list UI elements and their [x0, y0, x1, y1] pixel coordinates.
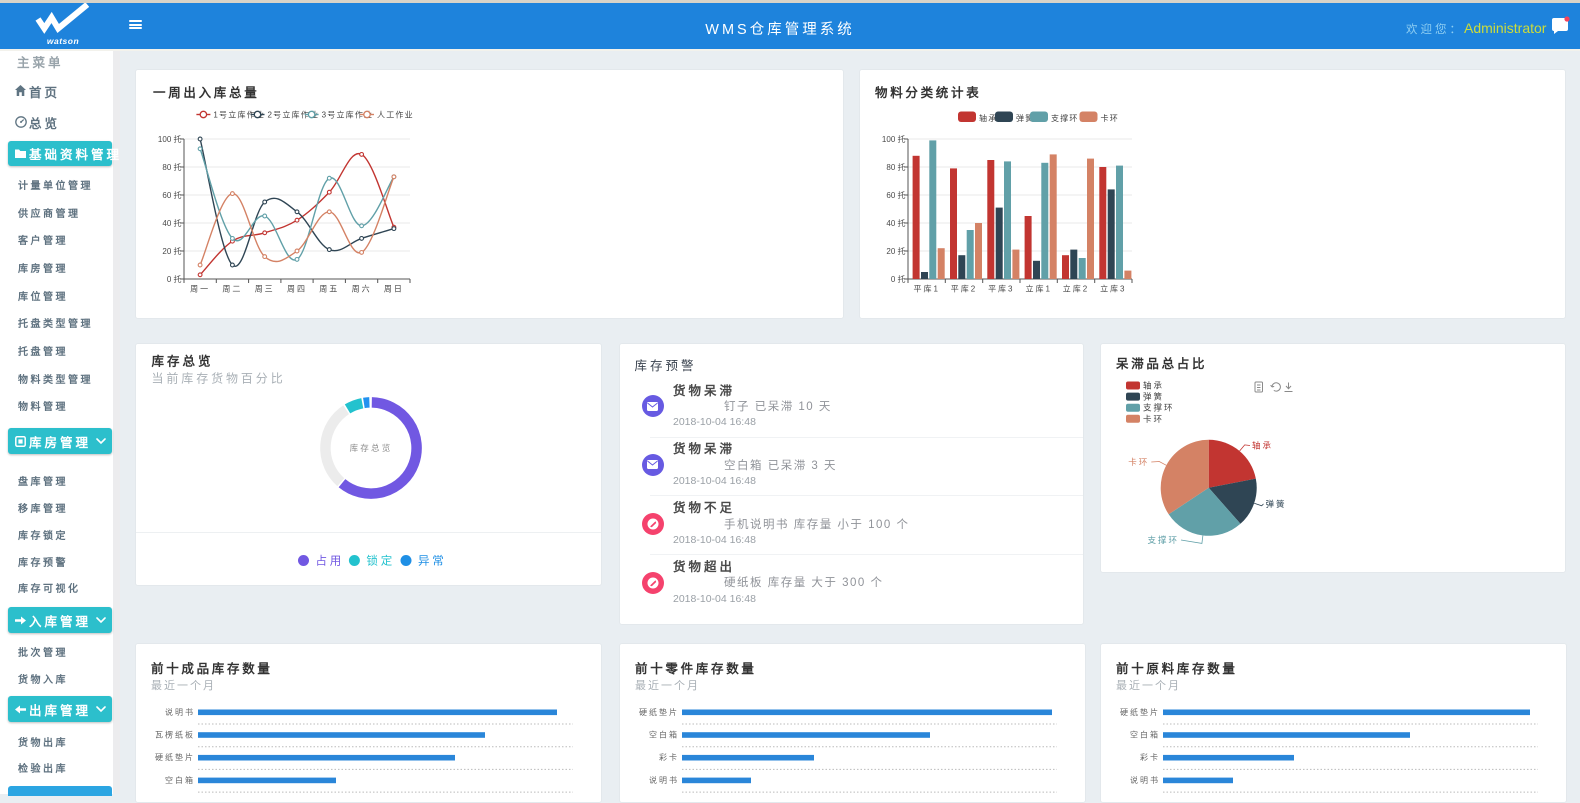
svg-text:异常: 异常	[418, 555, 447, 568]
svg-text:2号立库作业: 2号立库作业	[268, 110, 320, 120]
svg-text:80 托: 80 托	[162, 162, 181, 172]
svg-text:轴承: 轴承	[979, 113, 997, 123]
svg-text:周二: 周二	[222, 285, 242, 294]
svg-text:卡环: 卡环	[1143, 414, 1164, 424]
svg-text:库存总览: 库存总览	[350, 443, 393, 453]
svg-text:支撑环: 支撑环	[1051, 113, 1079, 123]
svg-text:人工作业: 人工作业	[377, 110, 414, 120]
svg-text:前十成品库存数量: 前十成品库存数量	[151, 661, 273, 676]
svg-text:20 托: 20 托	[886, 246, 905, 256]
svg-text:平库1: 平库1	[913, 284, 939, 294]
svg-text:0 托: 0 托	[891, 274, 906, 284]
svg-text:彩卡: 彩卡	[659, 752, 679, 762]
svg-text:前十零件库存数量: 前十零件库存数量	[635, 661, 757, 676]
svg-text:平库3: 平库3	[988, 284, 1014, 294]
svg-text:周五: 周五	[319, 285, 339, 294]
svg-text:卡环: 卡环	[1128, 457, 1149, 467]
svg-text:轴承: 轴承	[1143, 381, 1164, 391]
svg-text:60 托: 60 托	[162, 190, 181, 200]
svg-text:支撑环: 支撑环	[1143, 403, 1175, 413]
svg-text:硬纸垫片: 硬纸垫片	[639, 707, 679, 717]
svg-text:占用: 占用	[316, 554, 345, 568]
svg-text:最近一个月: 最近一个月	[635, 679, 700, 692]
svg-text:周六: 周六	[352, 284, 372, 294]
svg-text:瓦楞纸板: 瓦楞纸板	[155, 730, 195, 740]
svg-text:watson: watson	[47, 36, 79, 46]
svg-text:说明书: 说明书	[1130, 775, 1160, 785]
svg-text:卡环: 卡环	[1101, 113, 1119, 123]
svg-text:呆滞品总占比: 呆滞品总占比	[1115, 356, 1207, 371]
svg-text:硬纸垫片: 硬纸垫片	[155, 752, 195, 762]
svg-text:60 托: 60 托	[886, 190, 905, 200]
svg-text:最近一个月: 最近一个月	[1116, 679, 1181, 692]
svg-text:前十原料库存数量: 前十原料库存数量	[1116, 661, 1238, 676]
svg-text:空白箱: 空白箱	[649, 730, 679, 740]
svg-text:周一: 周一	[190, 285, 210, 294]
svg-text:空白箱: 空白箱	[165, 775, 195, 785]
svg-text:40 托: 40 托	[886, 218, 905, 228]
svg-text:轴承: 轴承	[1252, 441, 1273, 451]
svg-text:库存总览: 库存总览	[152, 354, 214, 369]
svg-text:一周出入库总量: 一周出入库总量	[153, 85, 259, 100]
svg-text:锁定: 锁定	[366, 554, 395, 568]
svg-text:弹簧: 弹簧	[1016, 113, 1034, 123]
svg-text:周三: 周三	[255, 285, 275, 294]
svg-text:最近一个月: 最近一个月	[151, 679, 216, 692]
svg-text:20 托: 20 托	[162, 246, 181, 256]
svg-text:物料分类统计表: 物料分类统计表	[875, 85, 981, 100]
svg-text:说明书: 说明书	[649, 775, 679, 785]
svg-text:平库2: 平库2	[951, 284, 977, 294]
svg-text:100 托: 100 托	[882, 134, 906, 144]
svg-text:立库2: 立库2	[1063, 284, 1089, 294]
svg-text:周日: 周日	[384, 285, 404, 294]
svg-text:40 托: 40 托	[162, 218, 181, 228]
svg-text:0 托: 0 托	[167, 274, 182, 284]
svg-text:3号立库作业: 3号立库作业	[322, 110, 374, 120]
svg-text:立库3: 立库3	[1100, 284, 1126, 294]
svg-text:说明书: 说明书	[165, 707, 195, 717]
svg-text:80 托: 80 托	[886, 162, 905, 172]
svg-text:支撑环: 支撑环	[1147, 535, 1179, 545]
svg-text:周四: 周四	[287, 285, 307, 294]
svg-text:当前库存货物百分比: 当前库存货物百分比	[152, 371, 286, 386]
svg-text:1号立库作业: 1号立库作业	[213, 110, 265, 120]
svg-text:立库1: 立库1	[1025, 284, 1051, 294]
svg-text:彩卡: 彩卡	[1140, 752, 1160, 762]
svg-text:空白箱: 空白箱	[1130, 730, 1160, 740]
svg-text:弹簧: 弹簧	[1143, 392, 1164, 402]
svg-text:硬纸垫片: 硬纸垫片	[1120, 707, 1160, 717]
svg-text:弹簧: 弹簧	[1266, 499, 1287, 509]
svg-text:100 托: 100 托	[158, 134, 182, 144]
